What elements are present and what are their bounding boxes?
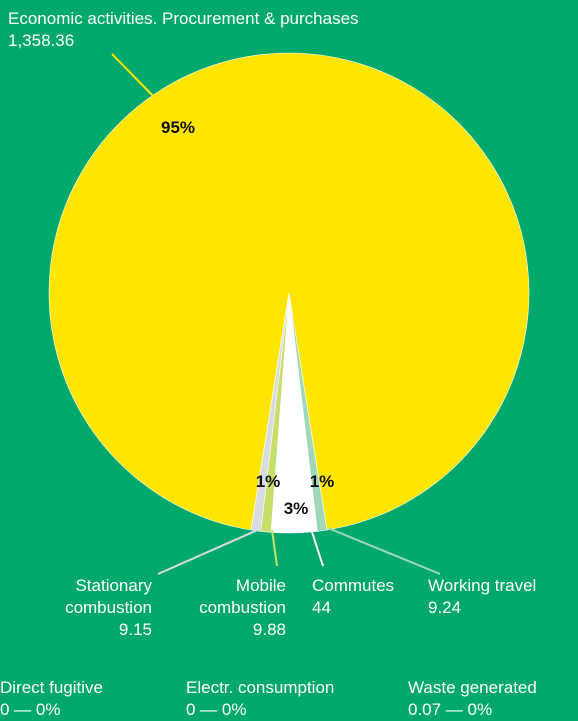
leader-line-stationary-combustion (157, 527, 263, 575)
label-mobile-combustion-name: Mobile combustion (199, 576, 286, 617)
label-working-travel-name: Working travel (428, 576, 537, 595)
pct-label-working-travel: 1% (310, 472, 335, 491)
leader-line-economic-activities (111, 53, 155, 98)
pct-label-commutes: 3% (284, 499, 309, 518)
zero-item-waste-generated: Waste generated 0.07 — 0% (408, 677, 537, 721)
label-working-travel: Working travel 9.24 (428, 575, 536, 619)
zero-item-name: Waste generated (408, 678, 537, 697)
zero-item-value: 0 — 0% (0, 700, 61, 719)
zero-item-name: Electr. consumption (186, 678, 335, 697)
label-economic-activities-value: 1,358.36 (8, 31, 75, 50)
leader-line-commutes (311, 531, 324, 567)
pct-label-economic-activities: 95% (161, 118, 195, 137)
leader-line-working-travel (327, 527, 441, 575)
zero-item-direct-fugitive: Direct fugitive 0 — 0% (0, 677, 103, 721)
label-commutes-name: Commutes (312, 576, 395, 595)
leader-line-mobile-combustion (271, 529, 278, 567)
label-economic-activities: Economic activities. Procurement & purch… (8, 8, 359, 52)
zero-item-value: 0 — 0% (186, 700, 247, 719)
label-working-travel-value: 9.24 (428, 598, 462, 617)
label-commutes-value: 44 (312, 598, 331, 617)
label-commutes: Commutes 44 (312, 575, 394, 619)
label-stationary-combustion-value: 9.15 (118, 620, 152, 639)
label-stationary-combustion: Stationary combustion 9.15 (30, 575, 152, 641)
label-mobile-combustion: Mobile combustion 9.88 (176, 575, 286, 641)
zero-item-electr-consumption: Electr. consumption 0 — 0% (186, 677, 334, 721)
label-mobile-combustion-value: 9.88 (252, 620, 286, 639)
zero-item-value: 0.07 — 0% (408, 700, 493, 719)
pie-slice-economic-activities (48, 52, 530, 531)
zero-item-name: Direct fugitive (0, 678, 103, 697)
label-stationary-combustion-name: Stationary combustion (65, 576, 152, 617)
label-economic-activities-name: Economic activities. Procurement & purch… (8, 9, 359, 28)
pct-label-stationary-combustion: 1% (256, 472, 281, 491)
